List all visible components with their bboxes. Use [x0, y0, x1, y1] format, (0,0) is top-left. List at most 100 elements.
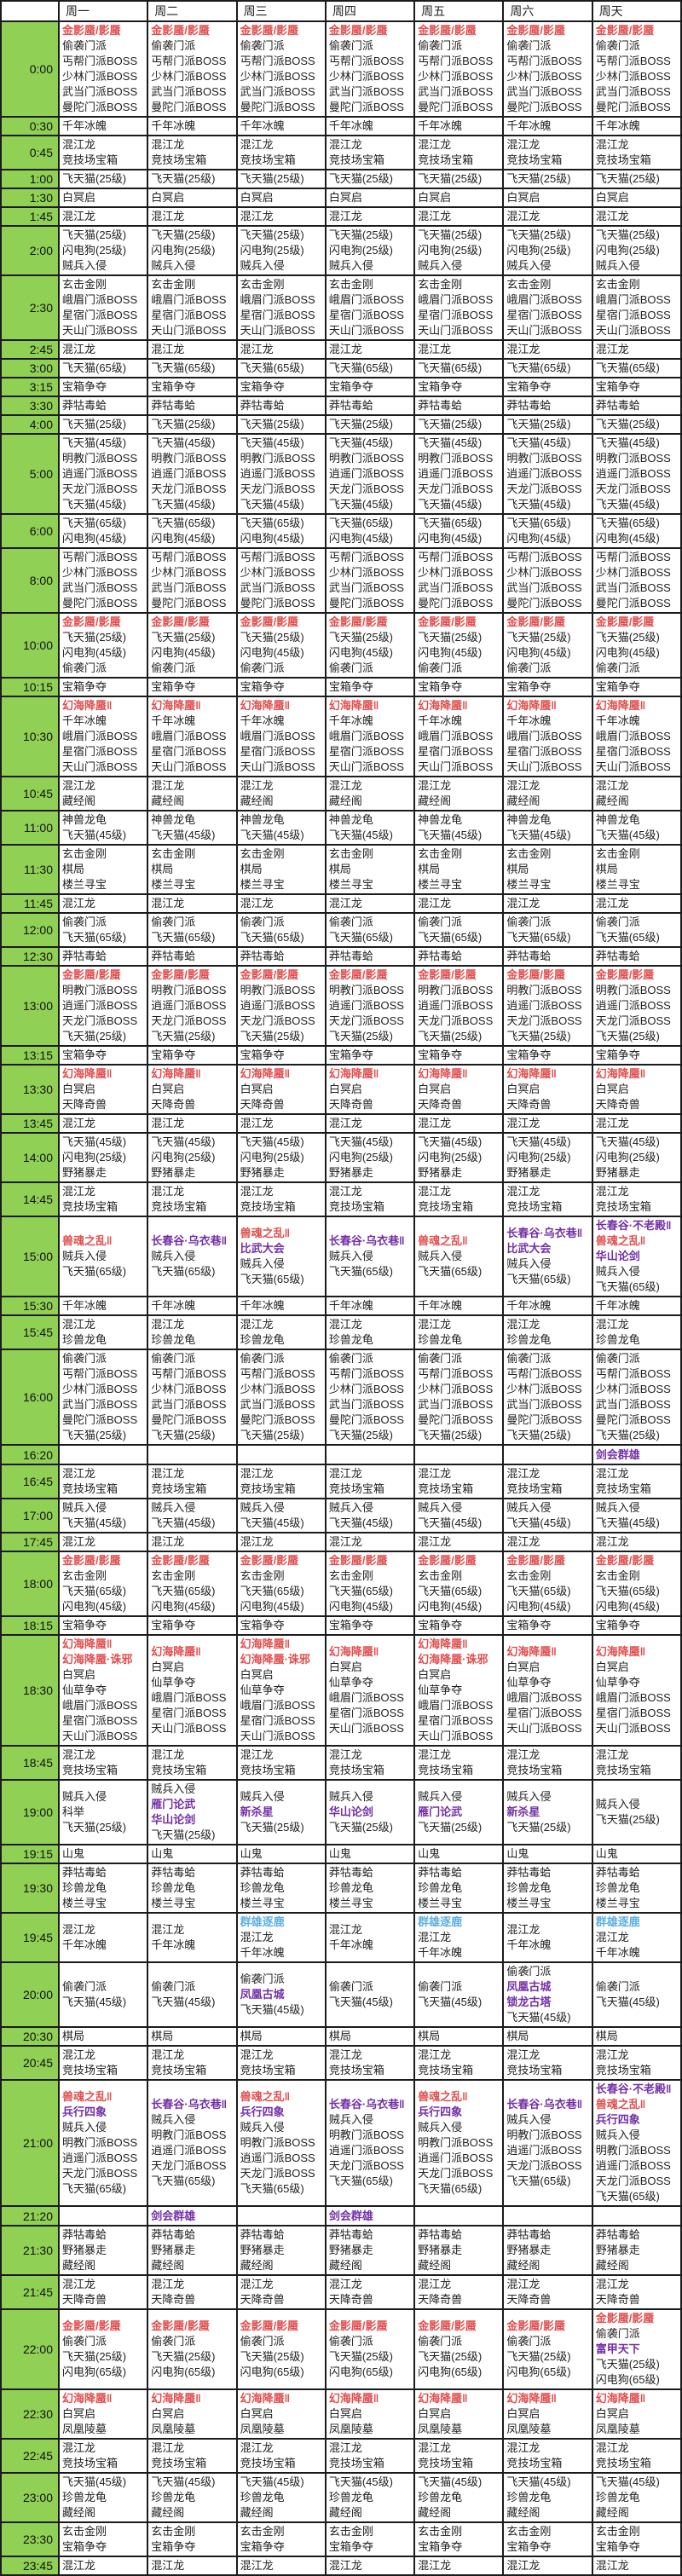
schedule-cell: 宝箱争夺: [413, 377, 505, 397]
event-label: 飞天猫(25级): [240, 1030, 304, 1043]
schedule-cell: 飞天猫(65级) 闪电狗(45级): [413, 513, 505, 549]
event-label: 竞技场宝箱: [328, 2064, 384, 2076]
event-label: 逍遥门派BOSS: [151, 2144, 227, 2157]
schedule-cell: 千年冰魄: [413, 116, 505, 136]
schedule-cell: 金影蜃/影蜃 偷袭门派 飞天猫(25级) 闪电狗(65级): [502, 2308, 593, 2390]
schedule-cell: 偷袭门派 丐帮门派BOSS 少林门派BOSS 武当门派BOSS 曼陀门派BOSS 飞天猫(…: [57, 1349, 149, 1446]
event-label: 竞技场宝箱: [62, 1482, 118, 1495]
schedule-cell: 贼兵入侵 雁门论武 飞天猫(25级): [413, 1779, 505, 1845]
event-label: 天龙门派BOSS: [418, 1014, 494, 1027]
event-label: 峨眉门派BOSS: [62, 293, 138, 306]
event-label: 丐帮门派BOSS: [240, 551, 315, 563]
schedule-cell: 混江龙 竞技场宝箱: [235, 135, 327, 170]
event-label: 混江龙: [506, 138, 540, 151]
schedule-cell: 混江龙: [235, 1532, 327, 1552]
event-label: 混江龙: [151, 1467, 185, 1480]
schedule-cell: 幻海降蜃‖ 幻海降蜃·诛邪 白冥启 仙草争夺 峨眉门派BOSS 星宿门派BOSS 天山门派B…: [413, 1634, 505, 1747]
event-label: 飞天猫(65级): [595, 361, 660, 374]
event-label: 竞技场宝箱: [151, 153, 207, 166]
event-label: 野猪暴走: [240, 2244, 285, 2256]
event-label: 莽牯毒蛤: [62, 950, 107, 962]
schedule-cell: 金影蜃/影蜃 偷袭门派 丐帮门派BOSS 少林门派BOSS 武当门派BOSS 曼陀门派BO…: [57, 20, 149, 118]
event-label: 藏经阁: [418, 2259, 452, 2272]
event-label: 少林门派BOSS: [62, 70, 138, 83]
schedule-cell: 山鬼: [413, 1844, 505, 1864]
schedule-cell: 幻海降蜃‖ 白冥启 凤凰陵墓: [413, 2388, 505, 2440]
event-label: 竞技场宝箱: [418, 2457, 474, 2469]
event-label: 偷袭门派: [506, 661, 552, 674]
event-label: 飞天猫(45级): [151, 1516, 216, 1529]
event-label: 丐帮门派BOSS: [506, 551, 582, 563]
schedule-cell: 玄击金刚 峨眉门派BOSS 星宿门派BOSS 天山门派BOSS: [324, 274, 416, 341]
schedule-cell: 宝箱争夺: [57, 377, 149, 397]
event-label: 混江龙: [328, 2559, 362, 2572]
event-label: 飞天猫(45级): [62, 1996, 127, 2008]
event-label: 逍遥门派BOSS: [240, 2151, 315, 2164]
event-label: 贼兵入侵: [240, 259, 285, 272]
table-row: 14:45 混江龙 竞技场宝箱 混江龙 竞技场宝箱 混江龙 竞技场宝箱 混江龙 竞技场宝箱 混江龙…: [0, 1181, 682, 1217]
event-label: 混江龙: [62, 779, 96, 792]
event-label: 幻海降蜃‖: [418, 699, 468, 712]
time-label: 2:00: [0, 225, 60, 276]
time-label: 11:45: [0, 893, 60, 914]
event-label: 天山门派BOSS: [151, 1722, 227, 1735]
schedule-cell: 混江龙: [147, 206, 238, 227]
event-label: 少林门派BOSS: [418, 1383, 494, 1395]
schedule-cell: 飞天猫(45级) 闪电狗(25级) 野猪暴走: [57, 1132, 149, 1183]
schedule-cell: 贼兵入侵 飞天猫(45级): [324, 1498, 416, 1533]
event-label: 飞天猫(45级): [328, 2475, 393, 2488]
event-label: 玄击金刚: [418, 278, 463, 291]
event-label: 星宿门派BOSS: [595, 309, 671, 321]
event-label: 金影蜃/影蜃: [595, 2312, 655, 2325]
event-label: 丐帮门派BOSS: [328, 55, 404, 67]
event-label: 玄击金刚: [506, 847, 552, 860]
time-label: 8:00: [0, 547, 60, 614]
schedule-cell: 混江龙 藏经阁: [324, 776, 416, 811]
schedule-cell: 混江龙 藏经阁: [57, 776, 149, 811]
schedule-cell: 飞天猫(65级) 闪电狗(45级): [324, 513, 416, 549]
event-label: 明教门派BOSS: [240, 452, 315, 465]
event-label: 珍兽龙龟: [240, 1333, 285, 1346]
event-label: 飞天猫(25级): [418, 228, 483, 241]
event-label: 混江龙: [62, 2278, 96, 2290]
schedule-cell: 偷袭门派 飞天猫(65级): [235, 912, 327, 948]
table-row: 2:45 混江龙 混江龙 混江龙 混江龙 混江龙 混江龙 混江龙: [0, 339, 682, 360]
event-label: 藏经阁: [418, 2506, 452, 2519]
event-label: 曼陀门派BOSS: [506, 101, 582, 113]
event-label: 新杀星: [506, 1805, 540, 1818]
event-label: 宝箱争夺: [151, 1048, 196, 1061]
event-label: 偷袭门派: [328, 661, 373, 674]
event-label: 逍遥门派BOSS: [595, 467, 671, 480]
event-label: 飞天猫(25级): [151, 418, 216, 430]
schedule-cell: 千年冰魄: [57, 1296, 149, 1316]
event-label: 藏经阁: [595, 2259, 629, 2272]
event-label: 千年冰魄: [595, 119, 640, 132]
schedule-cell: 金影蜃/影蜃 明教门派BOSS 逍遥门派BOSS 天龙门派BOSS 飞天猫(25级): [591, 965, 682, 1047]
event-label: 莽牯毒蛤: [240, 1866, 285, 1879]
event-label: 闪电狗(45级): [418, 1600, 483, 1613]
schedule-cell: 混江龙: [413, 2556, 505, 2576]
schedule-cell: 金影蜃/影蜃 明教门派BOSS 逍遥门派BOSS 天龙门派BOSS 飞天猫(25级): [57, 965, 149, 1047]
event-label: 剑会群雄: [595, 1447, 640, 1461]
event-label: 天降奇兽: [151, 1098, 196, 1111]
event-label: 天山门派BOSS: [595, 1722, 671, 1735]
event-label: 混江龙: [595, 2441, 629, 2454]
event-label: 藏经阁: [62, 794, 96, 807]
event-label: 竞技场宝箱: [506, 1200, 563, 1213]
event-label: 混江龙: [151, 2048, 185, 2061]
event-label: 玄击金刚: [62, 2525, 107, 2538]
schedule-cell: 偷袭门派 凤凰古城 飞天猫(45级): [235, 1961, 327, 2028]
event-label: 明教门派BOSS: [418, 2136, 494, 2149]
event-label: 幻海降蜃‖: [506, 1067, 557, 1080]
event-label: 混江龙: [595, 1318, 629, 1331]
event-label: 混江龙: [151, 2559, 185, 2572]
event-label: 藏经阁: [62, 2259, 96, 2272]
event-label: 丐帮门派BOSS: [328, 1367, 404, 1380]
event-label: 兽魂之乱‖: [418, 1234, 468, 1247]
event-label: 雁门论武: [151, 1798, 196, 1811]
event-label: 飞天猫(65级): [151, 361, 216, 374]
event-label: 玄击金刚: [418, 2525, 463, 2538]
event-label: 闪电狗(45级): [328, 532, 393, 545]
event-label: 科举: [62, 1805, 85, 1818]
event-label: 武当门派BOSS: [418, 581, 494, 594]
